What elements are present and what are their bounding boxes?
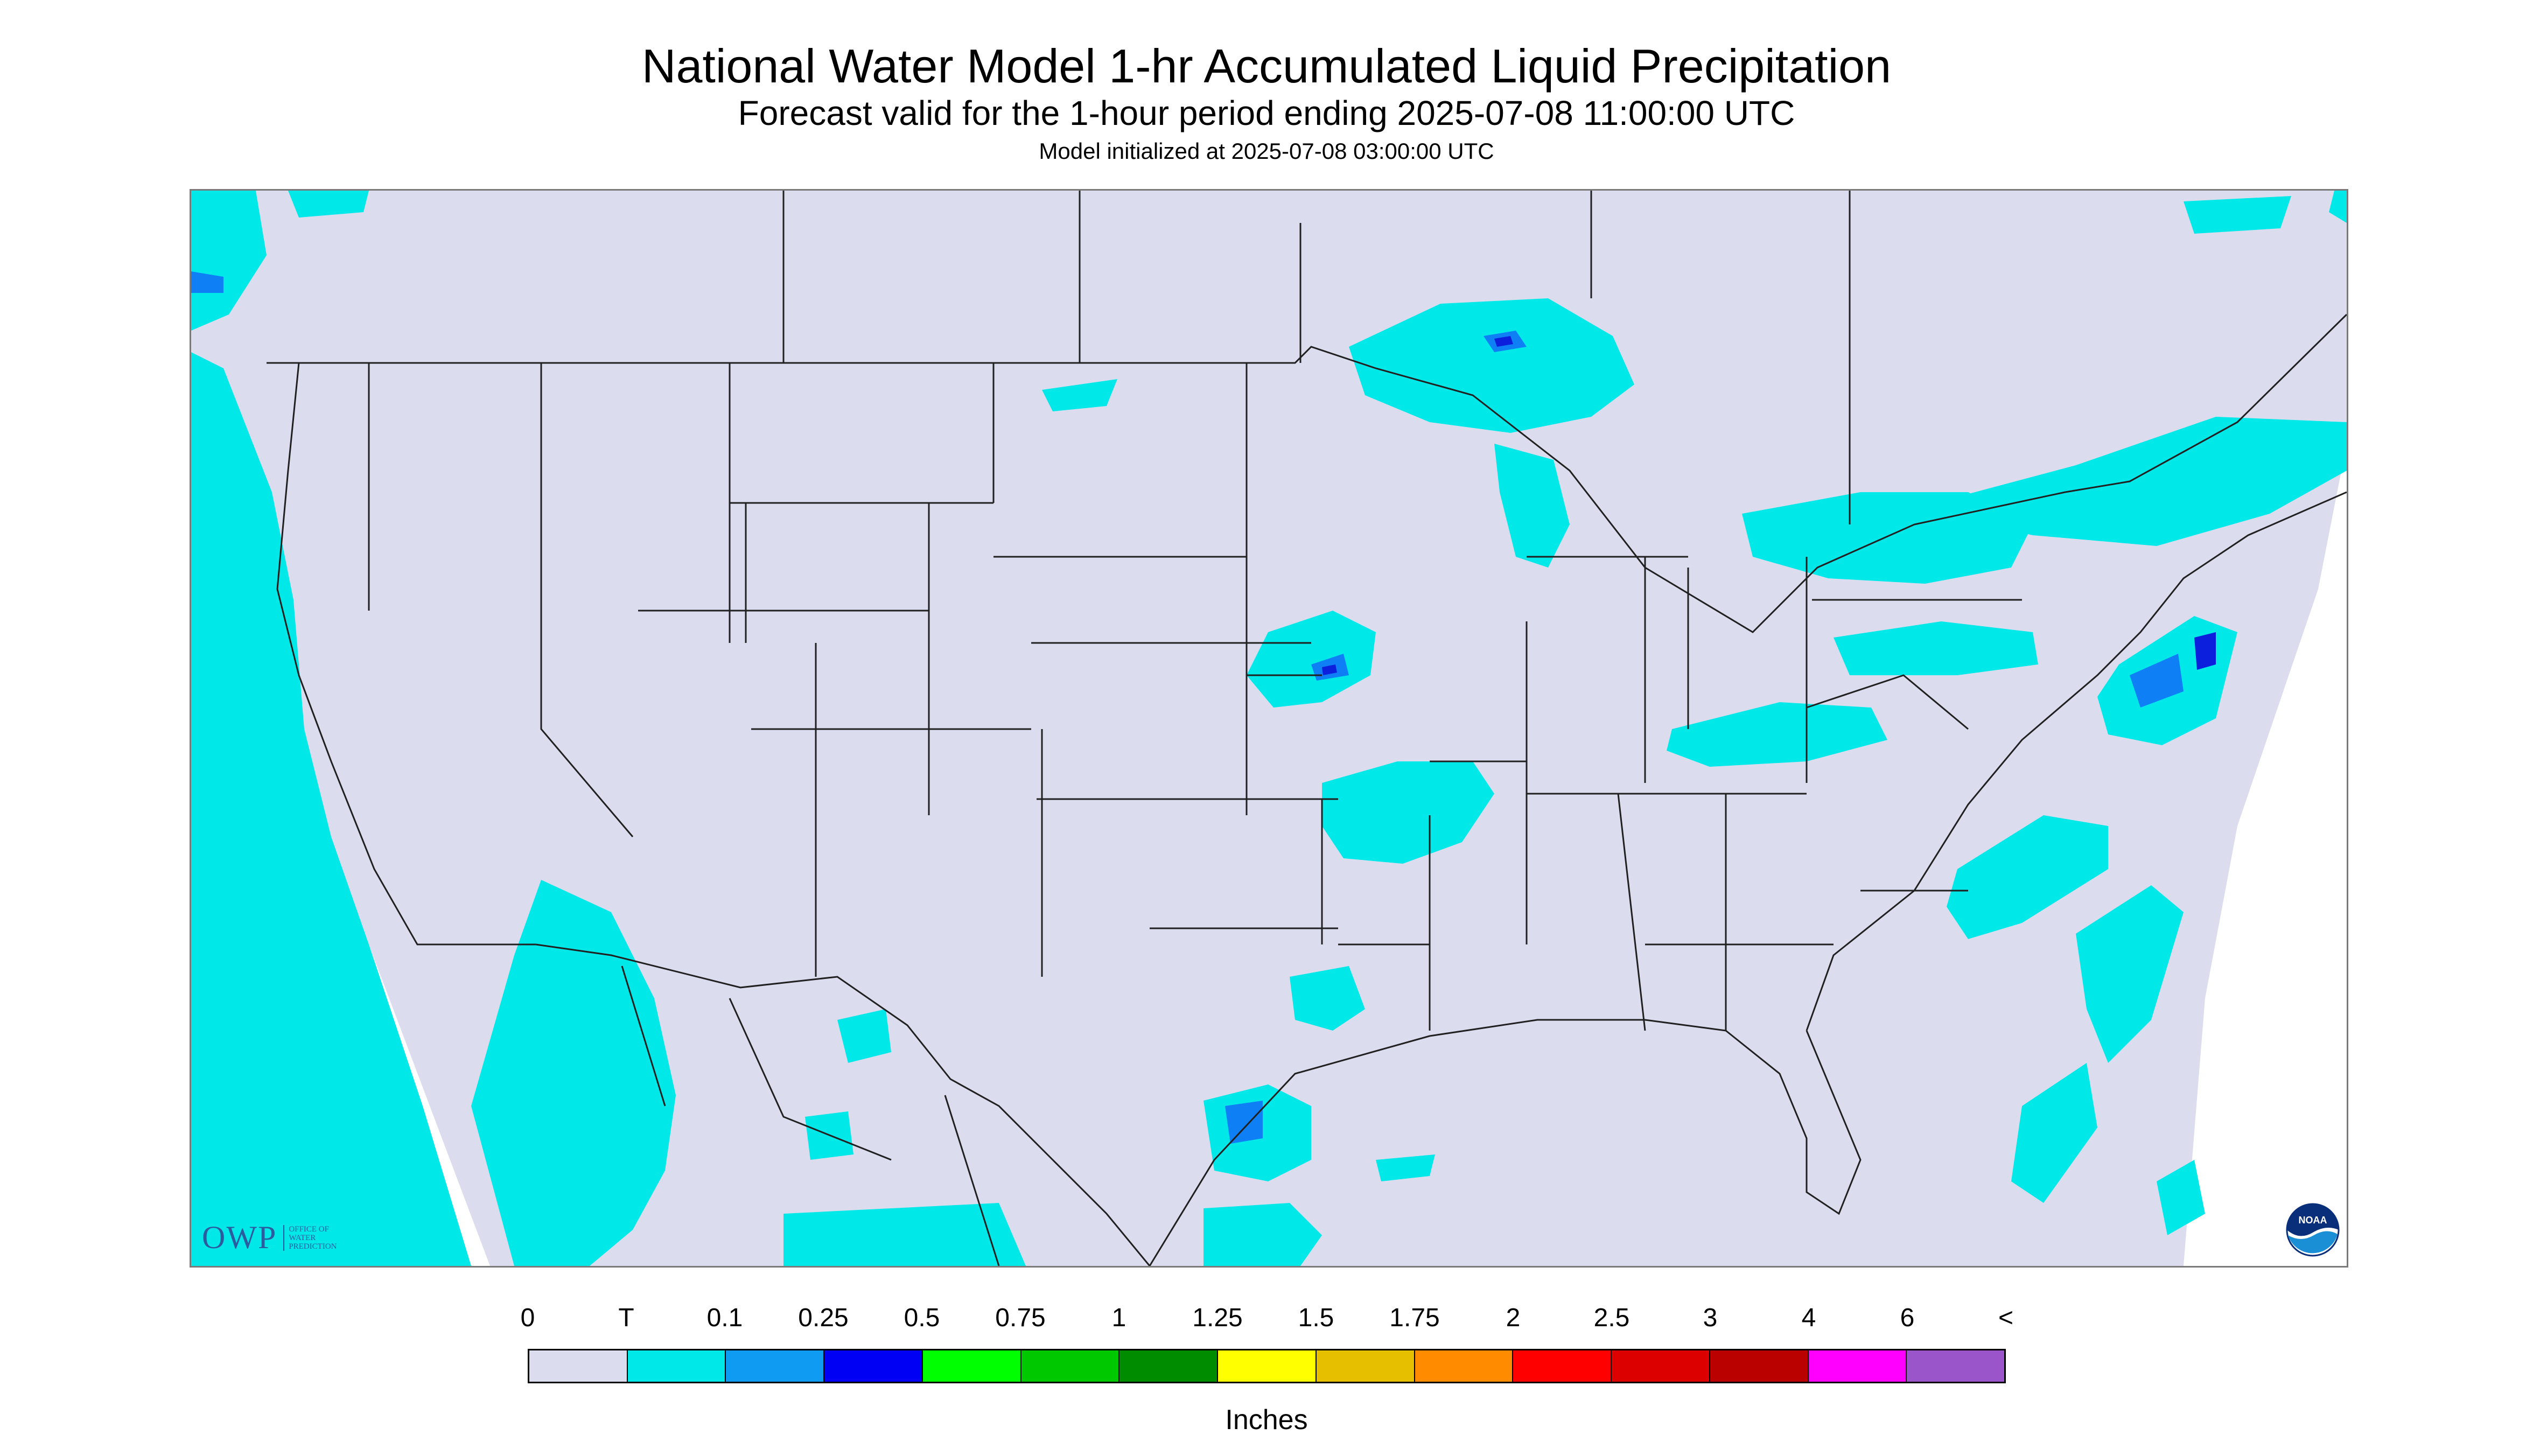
map-title: National Water Model 1-hr Accumulated Li… [641, 39, 1892, 93]
legend-tick-label: 0.75 [995, 1304, 1046, 1332]
precip-area-lake-superior [1349, 298, 1634, 433]
owp-logo-text: OWP [202, 1220, 277, 1255]
precip-light-areas [191, 191, 2347, 1266]
legend-tick-label: 1.25 [1192, 1304, 1243, 1332]
legend-tick-label: 1.75 [1389, 1304, 1440, 1332]
precip-area-nw-corner [191, 191, 267, 331]
precip-heavy-areas [1322, 336, 2216, 675]
legend-tick-label: 0.5 [904, 1304, 940, 1332]
precip-area-mexico-west [837, 1009, 891, 1063]
legend-unit-label: Inches [1225, 1404, 1308, 1436]
precip-area-lake-michigan [1494, 444, 1570, 568]
precip-area-far-atlantic [2076, 885, 2184, 1063]
legend-swatch [529, 1350, 628, 1382]
precip-area-gulf-mid [1376, 1154, 1435, 1181]
precip-area-texas-gulf [1290, 966, 1365, 1031]
precip-heavy-iowa [1322, 664, 1337, 675]
mexico-state-lines [621, 965, 1000, 1266]
precip-area-mid-atlantic [1834, 621, 2038, 675]
precip-core-washington [191, 271, 223, 293]
precip-area-mexico-east [1203, 1203, 1322, 1266]
legend-swatch [1415, 1350, 1514, 1382]
legend-tick-label: 0 [520, 1304, 535, 1332]
precip-area-pacific-coast [191, 352, 471, 1266]
legend-tick-label: 1.5 [1298, 1304, 1334, 1332]
legend-tick-label: 2.5 [1593, 1304, 1630, 1332]
legend-swatch [922, 1350, 1021, 1382]
legend-swatch [1119, 1350, 1219, 1382]
legend-tick-label: 1 [1111, 1304, 1126, 1332]
legend-tick-label: 0.25 [798, 1304, 849, 1332]
political-boundaries [267, 191, 2347, 1266]
legend-color-bar [528, 1349, 2006, 1383]
noaa-logo-text: NOAA [2299, 1215, 2327, 1226]
precip-area-pnw-bits [288, 191, 369, 218]
legend-swatch [726, 1350, 825, 1382]
atlantic-coastline [1806, 491, 2347, 1031]
precip-area-north-dakota [1042, 379, 1117, 411]
legend-tick-label: T [618, 1304, 634, 1332]
owp-sub-line-2: WATER [289, 1233, 316, 1242]
legend-swatch [627, 1350, 726, 1382]
precip-area-iowa-nebraska [1247, 611, 1376, 708]
legend-swatch [1021, 1350, 1120, 1382]
precip-heavy-superior [1494, 336, 1513, 347]
state-lines-central [1037, 363, 2022, 1031]
model-init-line: Model initialized at 2025-07-08 03:00:00… [1039, 138, 1494, 164]
legend-tick-label: 6 [1900, 1304, 1915, 1332]
us-mexico-border [535, 943, 1151, 1266]
precip-area-mexico-south [783, 1203, 1026, 1266]
pacific-coastline [276, 362, 536, 946]
state-lines-west [368, 363, 1311, 977]
precip-area-quebec [2184, 196, 2291, 234]
precip-area-florida-east [2157, 1160, 2205, 1235]
legend-tick-label: 4 [1801, 1304, 1816, 1332]
legend-tick-label: 0.1 [706, 1304, 743, 1332]
legend-tick-label: 3 [1703, 1304, 1718, 1332]
legend-tick-label: 2 [1506, 1304, 1521, 1332]
precip-core-new-england [2130, 654, 2184, 708]
legend-swatch [1808, 1350, 1907, 1382]
legend-swatch [1316, 1350, 1415, 1382]
forecast-valid-subtitle: Forecast valid for the 1-hour period end… [738, 94, 1795, 132]
legend-swatch [1218, 1350, 1317, 1382]
map-canvas [191, 191, 2347, 1266]
precip-area-atlantic-offshore [1947, 815, 2108, 939]
precip-area-southeast-atlantic [2011, 1063, 2097, 1203]
precip-area-ohio-valley [1667, 702, 1887, 767]
noaa-logo-icon: NOAA [2286, 1203, 2340, 1257]
legend-ticks: 0 T 0.1 0.25 0.5 0.75 1 1.25 1.5 1.75 2 2.5 3 4 6 < [0, 1303, 2533, 1335]
owp-sub-line-1: OFFICE OF [289, 1224, 329, 1234]
legend-swatch [824, 1350, 923, 1382]
precip-heavy-new-england [2194, 632, 2216, 670]
legend-swatch [1710, 1350, 1809, 1382]
canada-province-lines [782, 191, 1851, 524]
legend-tick-label: < [1998, 1304, 2014, 1332]
owp-sub-line-3: PREDICTION [289, 1242, 337, 1251]
owp-logo: OWP OFFICE OF WATER PREDICTION [202, 1219, 337, 1256]
precip-area-atlantic-canada-ne [2329, 191, 2347, 223]
legend-swatch [1513, 1350, 1612, 1382]
precipitation-map: OWP OFFICE OF WATER PREDICTION NOAA [190, 189, 2348, 1268]
precip-area-missouri-arkansas [1322, 761, 1494, 864]
owp-logo-subtext: OFFICE OF WATER PREDICTION [283, 1224, 337, 1251]
legend-swatch [1907, 1350, 2005, 1382]
precip-core-texas-gulf [1225, 1101, 1263, 1144]
legend-swatch [1612, 1350, 1710, 1382]
